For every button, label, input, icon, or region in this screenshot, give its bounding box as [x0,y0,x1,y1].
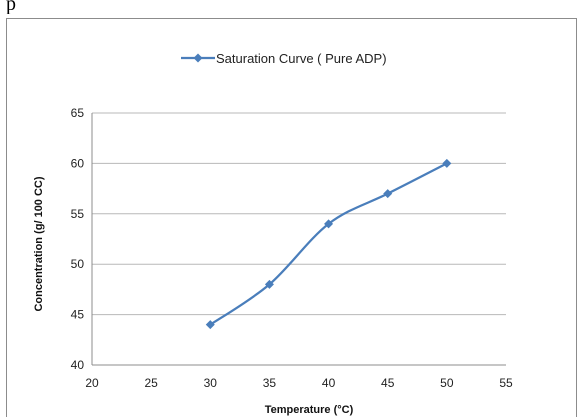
x-tick-label: 20 [85,376,99,390]
x-tick-label: 30 [204,376,218,390]
series [205,158,452,330]
x-tick-label: 25 [144,376,158,390]
chart-frame [6,18,577,417]
y-tick-label: 65 [71,106,85,120]
x-tick-labels: 20 25 30 35 40 45 50 55 [85,376,513,390]
data-point [205,320,215,330]
x-tick-label: 40 [322,376,336,390]
y-tick-label: 55 [71,207,85,221]
gridlines [92,112,506,366]
y-tick-label: 60 [71,156,85,170]
x-tick-label: 55 [499,376,513,390]
y-tick-labels: 40 45 50 55 60 65 [71,106,85,372]
legend: Saturation Curve ( Pure ADP) [181,51,387,66]
axes [91,113,506,366]
data-point [383,189,393,199]
x-axis-title: Temperature (°C) [265,404,354,416]
y-axis-title: Concentration (g/ 100 CC) [33,176,45,311]
x-tick-label: 50 [440,376,454,390]
y-tick-label: 40 [71,358,85,372]
page-text-fragment: p [6,0,16,14]
y-tick-label: 45 [71,308,85,322]
x-tick-label: 45 [381,376,395,390]
y-tick-label: 50 [71,257,85,271]
x-tick-label: 35 [263,376,277,390]
data-point [324,219,334,229]
legend-label: Saturation Curve ( Pure ADP) [216,51,387,66]
data-point [264,279,274,289]
legend-marker [193,53,203,63]
data-point [442,158,452,168]
series-line [209,162,448,326]
